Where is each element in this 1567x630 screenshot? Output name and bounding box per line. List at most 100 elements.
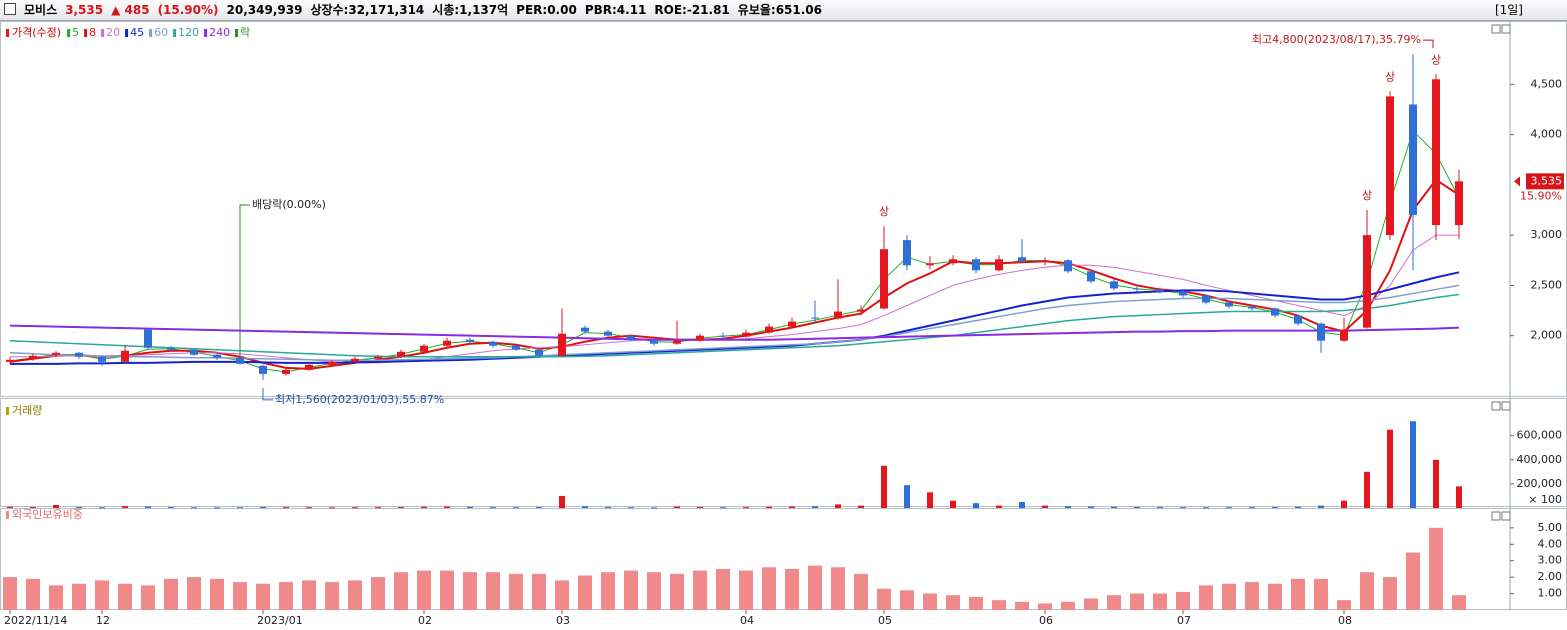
- candle-body: [52, 352, 60, 355]
- legend-swatch: [6, 29, 9, 37]
- candle-body: [627, 335, 635, 340]
- candle-body: [1202, 295, 1210, 303]
- bar: [1360, 572, 1374, 610]
- button[interactable]: [1491, 24, 1501, 34]
- candle-body: [558, 333, 566, 356]
- candle-body: [374, 356, 382, 359]
- limit-up-label: 상: [1385, 70, 1395, 83]
- candle-body: [719, 335, 727, 337]
- candle-body: [1386, 96, 1394, 236]
- candle-body: [926, 263, 934, 266]
- bar: [923, 593, 937, 610]
- bar: [1291, 578, 1305, 610]
- stock-name: 모비스: [24, 3, 58, 17]
- limit-up-label: 상: [1362, 189, 1372, 202]
- bar: [214, 507, 220, 509]
- bar: [1222, 583, 1236, 610]
- bar: [509, 573, 523, 610]
- bar: [26, 578, 40, 610]
- bar: [463, 572, 477, 610]
- candle-body: [1294, 315, 1302, 324]
- bar: [831, 567, 845, 610]
- limit-up-label: 상: [879, 205, 889, 218]
- candle-body: [397, 351, 405, 357]
- legend-swatch: [84, 29, 88, 37]
- candle-body: [1225, 302, 1233, 307]
- candle-body: [1179, 291, 1187, 296]
- y-tick-label: 4.00: [1538, 537, 1563, 550]
- candle-body: [259, 365, 267, 374]
- button[interactable]: [1501, 511, 1511, 521]
- candle-body: [788, 321, 796, 327]
- bar: [720, 507, 726, 509]
- bar: [95, 580, 109, 610]
- bar: [191, 507, 197, 509]
- bar: [1410, 421, 1416, 508]
- bar: [1226, 507, 1232, 509]
- dividend-marker: [239, 204, 250, 359]
- header-bar: 모비스 3,535 ▲ 485 (15.90%) 20,349,939 상장수:32,17…: [0, 0, 1567, 21]
- bar: [1387, 429, 1393, 508]
- button[interactable]: [1501, 401, 1511, 411]
- period-tab[interactable]: [1일]: [1494, 3, 1523, 17]
- candle-body: [75, 352, 83, 357]
- dividend-label: 배당락(0.00%): [252, 198, 326, 211]
- y-tick-label: 1.00: [1538, 587, 1563, 600]
- y-tick-label: 2,500: [1531, 278, 1563, 291]
- bar: [352, 507, 358, 509]
- bar: [900, 590, 914, 610]
- candle-body: [121, 350, 129, 362]
- bar: [260, 506, 266, 508]
- legend-swatch: [235, 29, 239, 37]
- chart: 2,000 2,500 3,000 4,000 4,500 가격(수정) 5 8 20 45 60 1…: [0, 21, 1567, 627]
- ma-line: [9, 130, 1460, 373]
- candle-body: [144, 329, 152, 348]
- candle-body: [305, 364, 313, 370]
- bar: [789, 506, 795, 508]
- bar: [693, 570, 707, 610]
- bar: [950, 500, 956, 508]
- bar: [1038, 603, 1052, 610]
- y-tick-label: 2,000: [1531, 329, 1563, 342]
- bar: [256, 583, 270, 610]
- legend-swatch: [204, 29, 208, 37]
- bar: [670, 573, 684, 610]
- bar: [513, 507, 519, 509]
- bar: [1456, 486, 1462, 508]
- legend-entry: 45: [130, 26, 144, 39]
- y-tick-label: 400,000: [1517, 453, 1563, 466]
- reserve: 유보율:651.06: [737, 3, 823, 17]
- bar: [559, 495, 565, 508]
- candle-body: [98, 356, 106, 362]
- bar: [164, 578, 178, 610]
- bar: [1176, 591, 1190, 610]
- bar: [237, 507, 243, 509]
- button[interactable]: [1491, 511, 1501, 521]
- market-cap: 시총:1,137억: [432, 3, 509, 17]
- button[interactable]: [1501, 24, 1511, 34]
- ma-line: [10, 271, 1460, 365]
- bar: [808, 565, 822, 610]
- candle-body: [1018, 257, 1026, 262]
- checkbox[interactable]: [4, 3, 16, 15]
- candle-body: [765, 326, 773, 333]
- x-tick-label: 02: [418, 614, 432, 627]
- bar: [1157, 507, 1163, 509]
- bar: [302, 580, 316, 610]
- bar: [1088, 506, 1094, 508]
- button[interactable]: [1491, 401, 1501, 411]
- bar: [53, 504, 59, 508]
- change-pct: (15.90%): [157, 3, 219, 17]
- volume-panel: [0, 398, 1567, 507]
- bar: [785, 568, 799, 610]
- candle-body: [1041, 260, 1049, 262]
- candle-body: [742, 332, 750, 337]
- bar: [7, 506, 13, 508]
- bar: [1452, 595, 1466, 610]
- bar: [99, 507, 105, 509]
- bar: [1130, 593, 1144, 610]
- bar: [578, 575, 592, 610]
- bar: [996, 505, 1002, 508]
- bar: [1272, 507, 1278, 509]
